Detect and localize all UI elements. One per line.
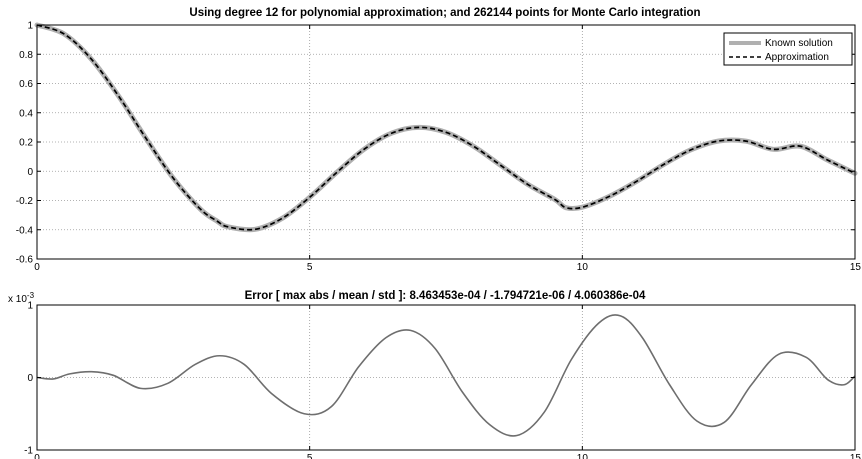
main-plot-series — [34, 22, 858, 233]
error-series-line — [36, 314, 856, 437]
x-tick-label: 0 — [34, 453, 40, 459]
y-tick-label: -0.4 — [16, 225, 34, 236]
legend: Known solution Approximation — [723, 32, 853, 66]
main-plot-title: Using degree 12 for polynomial approxima… — [189, 7, 700, 19]
y-tick-label: -1 — [24, 446, 33, 457]
y-tick-label: 0 — [27, 373, 33, 384]
y-tick-label: 0.4 — [19, 108, 33, 119]
series-approximation — [36, 24, 856, 231]
x-tick-label: 10 — [577, 262, 589, 273]
x-tick-label: 0 — [34, 262, 40, 273]
y-tick-label: 1 — [27, 21, 33, 32]
error-plot-series — [36, 314, 856, 437]
main-plot: Using degree 12 for polynomial approxima… — [16, 7, 862, 273]
y-tick-label: 0 — [27, 167, 33, 178]
error-plot: Error [ max abs / mean / std ]: 8.463453… — [8, 290, 861, 459]
y-tick-label: 0.6 — [19, 79, 33, 90]
x-tick-label: 10 — [577, 453, 589, 459]
error-plot-grid — [37, 305, 855, 450]
legend-box — [723, 32, 853, 66]
x-tick-label: 5 — [307, 453, 313, 459]
error-plot-ticks: 0 5 10 15-101 — [24, 301, 861, 459]
y-tick-label: 1 — [27, 301, 33, 312]
legend-label-known-solution: Known solution — [765, 38, 833, 49]
x-tick-label: 15 — [850, 453, 862, 459]
x-tick-label: 15 — [850, 262, 862, 273]
y-tick-label: -0.6 — [16, 255, 34, 266]
y-tick-label: -0.2 — [16, 196, 34, 207]
y-tick-label: 0.2 — [19, 138, 33, 149]
main-plot-ticks: 0 5 10 15 -0.6 -0.4 -0.2 0 0.2 0.4 0.6 0.8 1 — [16, 21, 862, 274]
x-tick-label: 5 — [307, 262, 313, 273]
error-plot-title: Error [ max abs / mean / std ]: 8.463453… — [245, 290, 646, 302]
legend-label-approximation: Approximation — [765, 52, 829, 63]
error-plot-scale-factor: x 10-3 — [8, 291, 35, 305]
y-tick-label: 0.8 — [19, 50, 33, 61]
